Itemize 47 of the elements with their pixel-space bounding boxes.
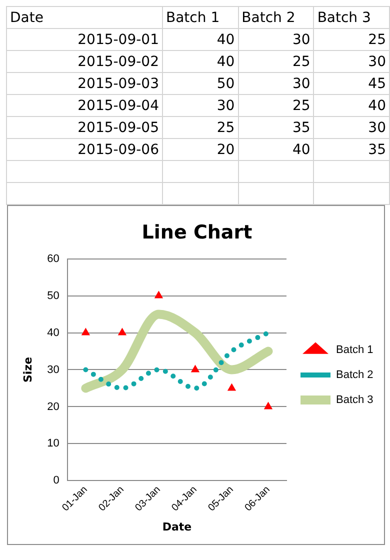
point	[264, 402, 273, 410]
text: Date	[6, 6, 162, 28]
text: 25	[314, 28, 390, 50]
chart-title: Line Chart	[142, 221, 252, 244]
point	[190, 364, 200, 372]
y-tick-label: 10	[47, 438, 60, 450]
point	[118, 328, 127, 336]
text: 2015-09-04	[6, 94, 162, 116]
text: 2015-09-01	[6, 28, 162, 50]
text: 30	[162, 94, 238, 116]
text: 40	[162, 50, 238, 72]
text: Batch 1	[162, 6, 238, 28]
text: Batch 3	[314, 6, 390, 28]
y-tick-label: 40	[47, 326, 60, 339]
text: 25	[238, 50, 314, 72]
legend-label: Batch 3	[336, 394, 374, 406]
y-axis-title: Size	[21, 356, 34, 383]
text: 45	[314, 72, 390, 94]
text: 40	[314, 94, 390, 116]
point	[154, 290, 164, 298]
text: 2015-09-02	[6, 50, 162, 72]
legend-label: Batch 2	[336, 369, 374, 382]
text: 40	[238, 138, 314, 160]
y-tick-label: 20	[47, 400, 60, 413]
text: 30	[238, 28, 314, 50]
text: 30	[314, 50, 390, 72]
text: 35	[238, 116, 314, 138]
y-tick-label: 60	[47, 252, 60, 265]
x-axis-title: Date	[162, 520, 192, 534]
point	[227, 383, 236, 391]
text: 2015-09-06	[6, 138, 162, 160]
text: 30	[238, 72, 314, 94]
text: 20	[162, 138, 238, 160]
text: 25	[162, 116, 238, 138]
y-tick-label: 30	[47, 364, 60, 376]
text: 25	[238, 94, 314, 116]
point	[81, 328, 90, 336]
text: 30	[314, 116, 390, 138]
text: 35	[314, 138, 390, 160]
text: 40	[162, 28, 238, 50]
y-tick-label: 0	[53, 474, 60, 487]
y-tick-label: 50	[47, 290, 60, 302]
text: Batch 2	[238, 6, 314, 28]
text: 50	[162, 72, 238, 94]
text: 2015-09-03	[6, 72, 162, 94]
text: 2015-09-05	[6, 116, 162, 138]
legend-label: Batch 1	[336, 344, 374, 356]
